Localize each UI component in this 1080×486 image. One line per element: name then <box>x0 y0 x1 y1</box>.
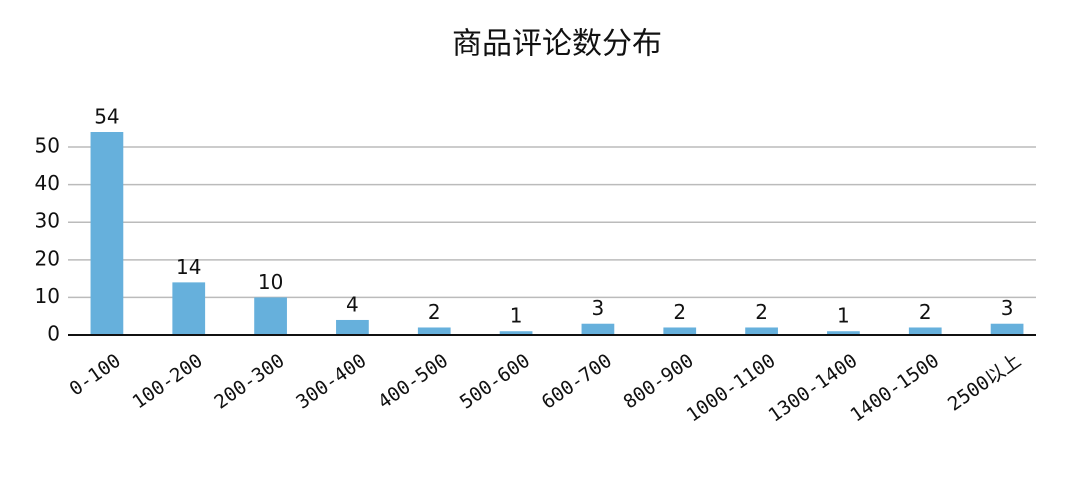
x-tick-label: 1400-1500 <box>846 350 943 427</box>
x-tick-label: 100-200 <box>129 350 207 414</box>
data-label: 10 <box>258 270 283 294</box>
data-label: 2 <box>673 300 686 324</box>
data-label: 3 <box>1001 296 1014 320</box>
data-label: 3 <box>592 296 605 320</box>
data-label: 1 <box>510 304 523 328</box>
bar <box>90 132 124 335</box>
x-tick-label: 200-300 <box>210 350 288 414</box>
data-label: 2 <box>919 300 932 324</box>
bar <box>417 327 451 335</box>
bar <box>663 327 697 335</box>
bar <box>581 323 615 335</box>
bar <box>499 331 533 335</box>
x-tick-label: 300-400 <box>292 350 370 414</box>
data-label: 14 <box>176 255 201 279</box>
y-tick-label: 30 <box>35 209 60 233</box>
x-tick-label: 1300-1400 <box>764 350 861 427</box>
data-label: 2 <box>755 300 768 324</box>
x-tick-label: 2500以上 <box>944 350 1025 416</box>
chart-title: 商品评论数分布 <box>452 27 662 62</box>
x-tick-label: 500-600 <box>456 350 534 414</box>
x-tick-label: 600-700 <box>538 350 616 414</box>
bar <box>990 323 1024 335</box>
data-label: 1 <box>837 304 850 328</box>
y-tick-label: 10 <box>35 284 60 308</box>
bar <box>908 327 942 335</box>
data-label: 4 <box>346 292 359 316</box>
bar <box>827 331 860 335</box>
data-label: 2 <box>428 300 441 324</box>
y-tick-label: 50 <box>35 134 60 158</box>
bar <box>745 327 778 335</box>
bar <box>172 282 206 335</box>
x-tick-label: 400-500 <box>374 350 452 414</box>
x-tick-label: 800-900 <box>620 350 698 414</box>
y-tick-label: 40 <box>35 171 60 195</box>
x-tick-label: 0-100 <box>65 350 124 401</box>
bar <box>254 297 287 335</box>
y-tick-label: 20 <box>35 246 60 270</box>
x-tick-label: 1000-1100 <box>683 350 780 427</box>
y-tick-label: 0 <box>47 322 60 346</box>
data-label: 54 <box>94 105 119 129</box>
bar <box>336 319 369 335</box>
